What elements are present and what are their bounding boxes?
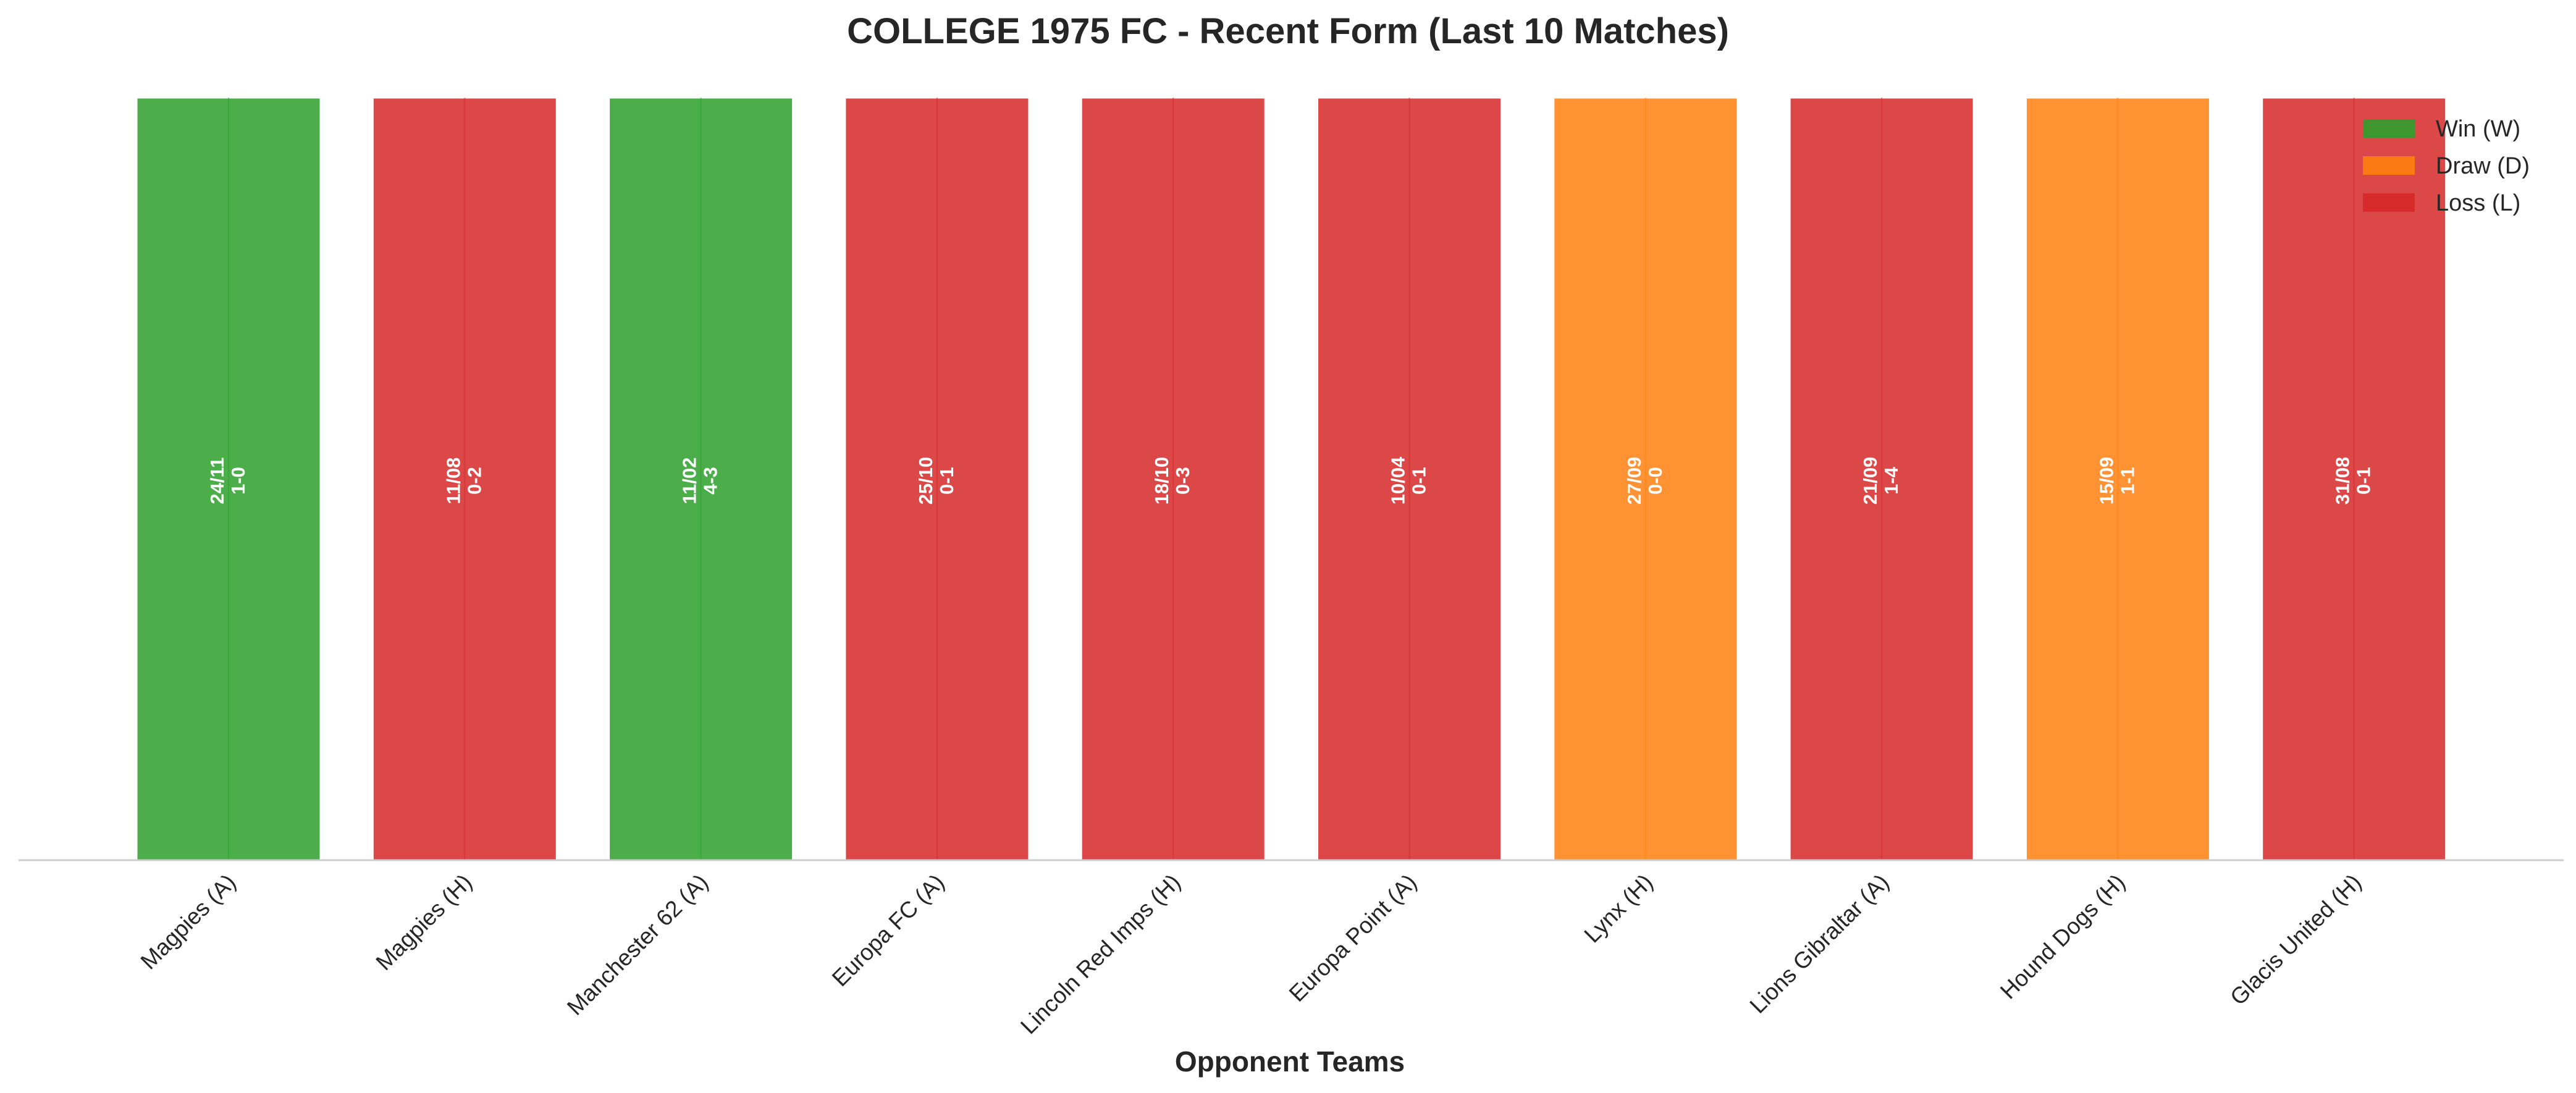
legend-item: Draw (D): [2363, 153, 2530, 179]
x-tick-label: Hound Dogs (H): [1995, 869, 2130, 1004]
bar-date-label: 27/09: [1623, 457, 1645, 505]
bar-label: 27/090-0: [1623, 457, 1666, 505]
bar-date-label: 10/04: [1387, 456, 1409, 505]
bars-layer: 24/111-0 11/080-2 11/024-3 25/100-1 18/100-3…: [135, 96, 2448, 861]
bar-group: 27/090-0: [1552, 96, 1739, 861]
bar-group: 10/040-1: [1316, 96, 1502, 861]
bar-score-label: 4-3: [700, 467, 722, 495]
x-tick-label: Magpies (A): [136, 869, 241, 974]
chart-title: COLLEGE 1975 FC - Recent Form (Last 10 M…: [847, 11, 1729, 51]
bar-date-label: 31/08: [2332, 457, 2354, 505]
bar-date-label: 21/09: [1859, 457, 1881, 505]
bar-label: 21/091-4: [1859, 457, 1902, 505]
bar-group: 25/100-1: [844, 96, 1030, 861]
x-axis-label: Opponent Teams: [1175, 1045, 1405, 1078]
bar-date-label: 11/02: [679, 458, 701, 505]
bar-date-label: 24/11: [206, 458, 228, 505]
bar-score-label: 0-3: [1172, 467, 1193, 495]
bar-date-label: 25/10: [915, 457, 937, 505]
bar-score-label: 0-1: [936, 467, 958, 495]
bar-group: 15/091-1: [2024, 96, 2211, 861]
legend-item: Loss (L): [2363, 190, 2520, 216]
legend-swatch: [2363, 156, 2415, 175]
x-tick-labels: Magpies (A) Magpies (H) Manchester 62 (A) E…: [136, 869, 2367, 1039]
bar-label: 15/091-1: [2095, 457, 2138, 505]
x-tick-label: Magpies (H): [371, 869, 476, 975]
bar-group: 31/080-1: [2261, 96, 2448, 861]
bar-label: 10/040-1: [1387, 456, 1430, 505]
bar-score-label: 1-4: [1880, 466, 1902, 495]
bar-label: 18/100-3: [1151, 457, 1193, 505]
bar-score-label: 1-0: [227, 467, 249, 495]
bar-group: 11/080-2: [371, 96, 558, 861]
bar-label: 31/080-1: [2332, 457, 2375, 505]
legend-swatch: [2363, 119, 2415, 138]
x-tick-label: Lynx (H): [1580, 869, 1658, 948]
legend-item: Win (W): [2363, 116, 2520, 142]
bar-group: 24/111-0: [135, 96, 322, 861]
bar-group: 11/024-3: [608, 96, 794, 861]
x-tick-label: Europa FC (A): [827, 869, 949, 992]
bar-score-label: 0-2: [463, 467, 485, 495]
legend-swatch: [2363, 193, 2415, 212]
legend-label: Loss (L): [2436, 190, 2520, 216]
bar-date-label: 15/09: [2095, 457, 2117, 505]
x-tick-label: Lions Gibraltar (A): [1745, 869, 1893, 1018]
legend-label: Win (W): [2436, 116, 2520, 142]
x-tick-label: Glacis United (H): [2225, 869, 2366, 1010]
bar-label: 11/024-3: [679, 458, 722, 505]
bar-group: 18/100-3: [1080, 96, 1266, 861]
legend: Win (W) Draw (D) Loss (L): [2363, 116, 2530, 216]
bar-score-label: 0-0: [1644, 467, 1666, 495]
bar-label: 25/100-1: [915, 457, 958, 505]
x-tick-label: Lincoln Red Imps (H): [1016, 869, 1185, 1039]
x-tick-label: Manchester 62 (A): [562, 869, 713, 1020]
bar-label: 24/111-0: [206, 458, 249, 505]
x-tick-label: Europa Point (A): [1284, 869, 1421, 1007]
bar-group: 21/091-4: [1788, 96, 1975, 861]
bar-score-label: 0-1: [2353, 467, 2375, 495]
bar-score-label: 0-1: [1408, 467, 1430, 495]
bar-score-label: 1-1: [2116, 467, 2138, 495]
bar-date-label: 18/10: [1151, 457, 1172, 505]
bar-label: 11/080-2: [442, 458, 485, 505]
bar-date-label: 11/08: [442, 458, 464, 505]
legend-label: Draw (D): [2436, 153, 2530, 179]
